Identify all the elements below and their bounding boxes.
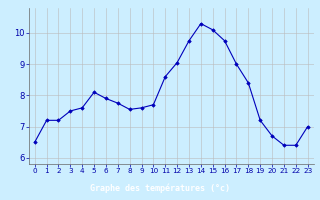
Text: Graphe des températures (°c): Graphe des températures (°c) [90,184,230,193]
